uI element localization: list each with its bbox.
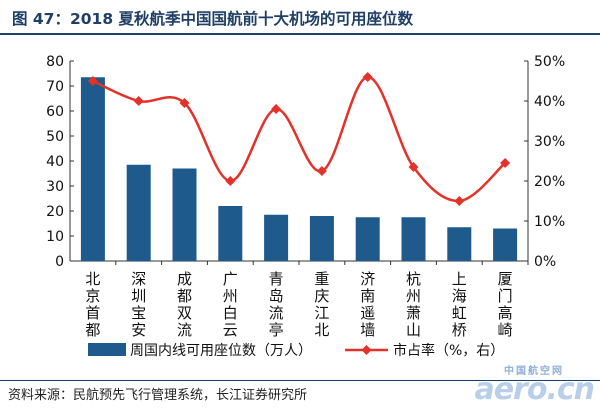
share-point — [408, 162, 419, 172]
share-point — [133, 96, 144, 106]
legend-label-line: 市占率（%，右） — [393, 342, 504, 359]
category-label: 广州白云 — [223, 270, 238, 339]
tick-label-left: 70 — [46, 79, 64, 95]
bar — [172, 168, 197, 261]
tick-label-left: 80 — [46, 54, 64, 70]
bar — [493, 228, 518, 261]
source-rule — [0, 380, 600, 381]
category-label: 济南遥墙 — [360, 270, 375, 339]
tick-label-left: 40 — [46, 154, 64, 170]
watermark-en: aero.cn — [474, 372, 595, 407]
bar — [264, 214, 289, 261]
share-point — [500, 158, 511, 168]
bar — [80, 77, 105, 261]
tick-label-right: 30% — [534, 134, 565, 150]
share-point — [179, 98, 190, 108]
watermark-cn: 中国航空网 — [504, 366, 564, 377]
share-point — [87, 76, 98, 86]
tick-label-left: 20 — [46, 204, 64, 220]
share-point — [454, 196, 465, 206]
legend-label-bar: 周国内线可用座位数（万人） — [130, 343, 312, 359]
bar — [401, 217, 426, 261]
category-label: 深圳宝安 — [131, 270, 146, 339]
category-label: 上海虹桥 — [452, 270, 467, 339]
tick-label-left: 0 — [55, 254, 64, 270]
tick-label-right: 20% — [534, 174, 565, 190]
tick-label-right: 40% — [534, 94, 565, 110]
tick-label-right: 10% — [534, 214, 565, 230]
bar — [309, 216, 334, 261]
share-point — [362, 72, 373, 82]
tick-label-left: 60 — [46, 104, 64, 120]
category-label: 青岛流亭 — [269, 270, 284, 339]
bar — [126, 164, 151, 261]
chart: 0 10 20 30 40 50 60 70 80 0% 10% 20% 30% 40% 50% 北京首都 深… — [46, 54, 565, 359]
tick-label-left: 50 — [46, 129, 64, 145]
tick-label-left: 10 — [46, 229, 64, 245]
bar — [218, 206, 243, 261]
tick-label-right: 0% — [534, 254, 556, 270]
legend-swatch-bar — [88, 343, 126, 356]
legend-swatch-marker — [361, 345, 372, 355]
category-label: 厦门高崎 — [498, 270, 513, 339]
tick-label-right: 50% — [534, 54, 565, 70]
share-point — [225, 176, 236, 186]
category-label: 成都双流 — [177, 270, 192, 339]
category-label: 北京首都 — [85, 270, 100, 339]
tick-label-left: 30 — [46, 179, 64, 195]
share-point — [316, 166, 327, 176]
watermark: 中国航空网 aero.cn — [434, 362, 595, 408]
bar — [447, 227, 472, 261]
title-rule — [0, 33, 600, 35]
figure-title: 图 47：2018 夏秋航季中国国航前十大机场的可用座位数 — [12, 10, 414, 28]
category-label: 重庆江北 — [314, 270, 329, 339]
category-label: 杭州萧山 — [406, 270, 421, 339]
source-note: 资料来源：民航预先飞行管理系统，长江证券研究所 — [8, 388, 308, 403]
share-point — [271, 104, 282, 114]
share-line — [92, 75, 506, 203]
bar — [355, 217, 380, 261]
